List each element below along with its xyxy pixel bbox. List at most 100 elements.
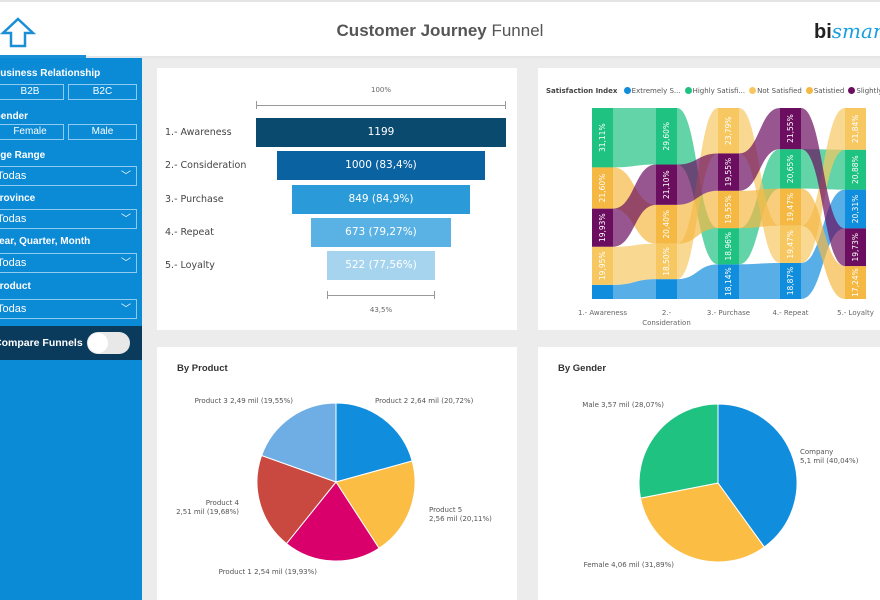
funnel-bar[interactable]: 522 (77,56%) [326, 251, 436, 281]
legend-item[interactable]: Satistied [805, 87, 844, 95]
segment-label: 19,47% [786, 230, 795, 259]
business-relationship-label: Business Relationship [0, 68, 101, 79]
legend-item[interactable]: Not Satisfied [749, 87, 802, 95]
legend: Satisfaction Index Extremely S... Highly … [546, 87, 880, 95]
x-axis-label: 5.- Loyalty [837, 309, 874, 317]
segment-label: 21,60% [598, 174, 607, 203]
funnel-bar[interactable]: 849 (84,9%) [292, 184, 470, 214]
ribbon-segment[interactable] [718, 190, 739, 229]
ribbon-segment[interactable] [845, 228, 866, 267]
segment-label: 19,47% [786, 193, 795, 222]
ribbon-segment[interactable] [656, 204, 677, 244]
segment-label: 21,10% [662, 170, 671, 199]
x-axis-label: 2.- [662, 309, 672, 317]
province-dropdown[interactable]: Todas﹀ [0, 209, 137, 229]
segment-label: 21,84% [851, 115, 860, 144]
pie-slice[interactable] [256, 454, 337, 545]
ribbons [613, 108, 845, 299]
pie-data-label: Product 1 2,54 mil (19,93%) [219, 568, 318, 576]
x-axis-label: Consideration [642, 319, 691, 327]
legend-item[interactable]: Extremely S... [623, 87, 681, 95]
ribbon-segment[interactable] [656, 243, 677, 280]
ribbon-segment[interactable] [780, 108, 801, 150]
ribbon-segment[interactable] [718, 108, 739, 154]
by-product-card: By Product Product 2 2,64 mil (20,72%) Pr… [157, 347, 517, 600]
age-range-dropdown[interactable]: Todas﹀ [0, 166, 137, 186]
ribbon-segment[interactable] [592, 108, 613, 168]
ribbon-segment[interactable] [592, 284, 613, 299]
filter-sidebar: Business Relationship B2B B2C Gender Fem… [0, 58, 142, 600]
ribbon-segment[interactable] [845, 189, 866, 229]
ribbon-segment[interactable] [780, 149, 801, 189]
segment-label: 20,65% [786, 155, 795, 184]
chevron-down-icon: ﹀ [121, 171, 131, 182]
by-product-title: By Product [177, 363, 228, 374]
active-page-indicator [0, 55, 86, 58]
ribbon-band [739, 108, 780, 191]
ribbon-segment[interactable] [845, 266, 866, 299]
x-axis-label: 3.- Purchase [707, 309, 750, 317]
ribbon-band [739, 262, 780, 299]
top-measure-label: 100% [370, 86, 391, 94]
legend-item[interactable]: Highly Satisfi... [684, 87, 745, 95]
by-gender-card: By Gender Company 5,1 mil (40,04%) Female … [538, 347, 880, 600]
segment-label: 31,11% [598, 123, 607, 152]
toggle-knob [88, 333, 108, 353]
ribbon-segment[interactable] [718, 228, 739, 265]
pie-slice[interactable] [335, 402, 413, 483]
compare-funnels-toggle[interactable] [87, 332, 130, 354]
pie-data-label: Product 4 2,51 mil (19,68%) [176, 499, 239, 516]
x-axis-label: 1.- Awareness [578, 309, 627, 317]
pie-slice[interactable] [260, 402, 337, 483]
product-dropdown[interactable]: Todas﹀ [0, 299, 137, 319]
header: Customer Journey Funnel bismart [0, 0, 880, 58]
home-icon[interactable] [0, 16, 36, 48]
ribbon-segment[interactable] [656, 108, 677, 165]
pie-slice[interactable] [638, 403, 719, 499]
segment-label: 19,95% [598, 251, 607, 280]
ribbon-segment[interactable] [718, 153, 739, 191]
segment-label: 29,60% [662, 122, 671, 151]
funnel-bar[interactable]: 1000 (83,4%) [276, 151, 486, 181]
ribbon-segment[interactable] [845, 108, 866, 150]
segment-label: 18,14% [724, 267, 733, 296]
ribbon-segment[interactable] [780, 262, 801, 299]
ribbon-segment[interactable] [845, 149, 866, 190]
funnel-stage-label: 1.- Awareness [165, 127, 232, 138]
segment-label: 20,31% [851, 195, 860, 224]
segment-label: 23,79% [724, 116, 733, 145]
ribbon-segment[interactable] [780, 188, 801, 226]
funnel-bar[interactable]: 1199 [256, 118, 506, 147]
ribbon-segment[interactable] [656, 164, 677, 205]
period-dropdown[interactable]: Todas﹀ [0, 253, 137, 273]
male-button[interactable]: Male [68, 124, 137, 140]
ribbon-segment[interactable] [656, 279, 677, 299]
age-range-label: Age Range [0, 150, 46, 161]
pie-slice[interactable] [335, 460, 416, 549]
pie-slice[interactable] [285, 481, 380, 562]
pie-data-label: Product 3 2,49 mil (19,55%) [195, 397, 294, 405]
pie-slice[interactable] [639, 482, 765, 563]
b2c-button[interactable]: B2C [68, 84, 137, 100]
segment-label: 20,40% [662, 210, 671, 239]
pie-data-label: Product 5 2,56 mil (20,11%) [429, 506, 492, 523]
funnel-stage-label: 2.- Consideration [165, 160, 247, 172]
legend-item[interactable]: Slightly Diss [848, 87, 880, 95]
b2b-button[interactable]: B2B [0, 84, 64, 100]
ribbon-segment[interactable] [780, 225, 801, 263]
ribbon-band [613, 243, 656, 285]
by-gender-pie: Company 5,1 mil (40,04%) Female 4,06 mil (… [582, 401, 858, 569]
ribbon-segment[interactable] [718, 264, 739, 299]
segment-label: 18,96% [724, 232, 733, 261]
pie-slice[interactable] [717, 403, 798, 548]
ribbon-segment[interactable] [592, 246, 613, 285]
funnel-bar[interactable]: 673 (79,27%) [310, 217, 452, 247]
segment-label: 19,73% [851, 233, 860, 262]
ribbon-segment[interactable] [592, 208, 613, 247]
female-button[interactable]: Female [0, 124, 64, 140]
ribbon-segment[interactable] [592, 167, 613, 209]
ribbon-chart: 31,11% 19,95% 21,60% 19,93% 1.- Awareness 29,… [578, 108, 874, 327]
bottom-measure-label: 43,5% [369, 306, 393, 314]
pie-data-label: Female 4,06 mil (31,89%) [584, 561, 675, 569]
funnel-stage-label: 5.- Loyalty [165, 260, 215, 272]
